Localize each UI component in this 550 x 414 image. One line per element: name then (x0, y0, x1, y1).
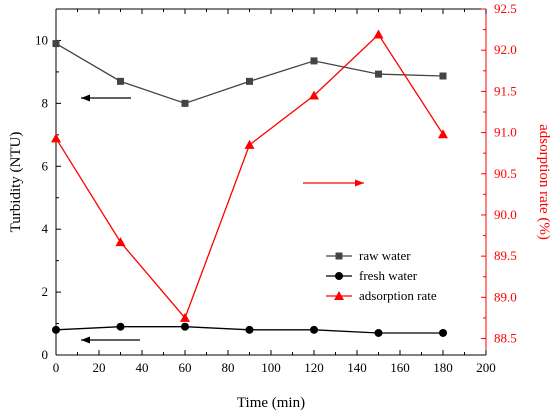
left-tick-label: 0 (42, 347, 49, 362)
arrow-head (81, 94, 90, 102)
data-point-raw-water (375, 70, 382, 78)
legend-marker-fresh-water (335, 272, 343, 280)
left-tick-label: 8 (42, 95, 49, 110)
x-tick-label: 160 (390, 360, 410, 375)
right-tick-label: 89.5 (494, 248, 517, 263)
data-point-fresh-water (245, 325, 254, 334)
left-tick-label: 10 (35, 32, 48, 47)
left-tick-label: 6 (42, 158, 49, 173)
right-tick-label: 91.5 (494, 83, 517, 98)
x-tick-label: 100 (261, 360, 281, 375)
data-point-raw-water (246, 77, 253, 85)
right-tick-label: 89.0 (494, 289, 517, 304)
left-tick-label: 4 (42, 221, 49, 236)
data-point-raw-water (117, 77, 124, 85)
right-tick-label: 90.0 (494, 207, 517, 222)
legend-label-adsorption-rate: adsorption rate (359, 288, 437, 303)
left-axis-indicator-arrow-raw (81, 94, 131, 102)
x-tick-label: 140 (347, 360, 367, 375)
left-y-axis-title: Turbidity (NTU) (8, 132, 24, 233)
legend-marker-adsorption-rate (334, 291, 344, 300)
legend-label-fresh-water: fresh water (359, 268, 418, 283)
x-tick-label: 20 (93, 360, 106, 375)
data-point-fresh-water (181, 322, 189, 331)
x-tick-label: 40 (136, 360, 149, 375)
data-point-fresh-water (439, 328, 447, 337)
x-tick-label: 80 (222, 360, 235, 375)
x-tick-label: 60 (179, 360, 192, 375)
legend-marker-raw-water (335, 252, 343, 260)
right-tick-label: 90.5 (494, 166, 517, 181)
right-tick-label: 92.5 (494, 1, 517, 16)
data-point-raw-water (439, 72, 447, 80)
x-axis-title: Time (min) (237, 395, 305, 411)
x-tick-label: 120 (304, 360, 324, 375)
right-axis-indicator-arrow (303, 179, 364, 187)
arrow-head (355, 179, 364, 187)
left-tick-label: 2 (42, 284, 49, 299)
data-point-fresh-water (116, 322, 125, 331)
data-point-adsorption-rate (51, 133, 61, 143)
data-point-adsorption-rate (115, 237, 126, 247)
data-point-fresh-water (52, 325, 60, 334)
data-point-adsorption-rate (373, 29, 384, 39)
data-point-raw-water (310, 57, 318, 65)
right-tick-label: 92.0 (494, 42, 517, 57)
right-y-axis-title: adsorption rate (%) (536, 124, 550, 240)
data-point-adsorption-rate (244, 139, 255, 149)
data-point-raw-water (52, 40, 60, 48)
series-line-raw-water (55, 43, 444, 105)
left-axis-indicator-arrow-fresh (81, 336, 140, 344)
x-tick-label: 200 (476, 360, 496, 375)
data-point-fresh-water (374, 328, 383, 337)
data-point-adsorption-rate (309, 90, 319, 100)
data-point-adsorption-rate (438, 129, 448, 139)
arrow-head (81, 336, 90, 344)
right-tick-label: 91.0 (494, 125, 517, 140)
data-point-adsorption-rate (180, 312, 190, 322)
data-point-raw-water (181, 99, 189, 107)
legend-label-raw-water: raw water (359, 248, 411, 263)
right-tick-label: 88.5 (494, 331, 517, 346)
x-tick-label: 180 (433, 360, 453, 375)
x-tick-label: 0 (53, 360, 60, 375)
data-point-fresh-water (310, 325, 318, 334)
